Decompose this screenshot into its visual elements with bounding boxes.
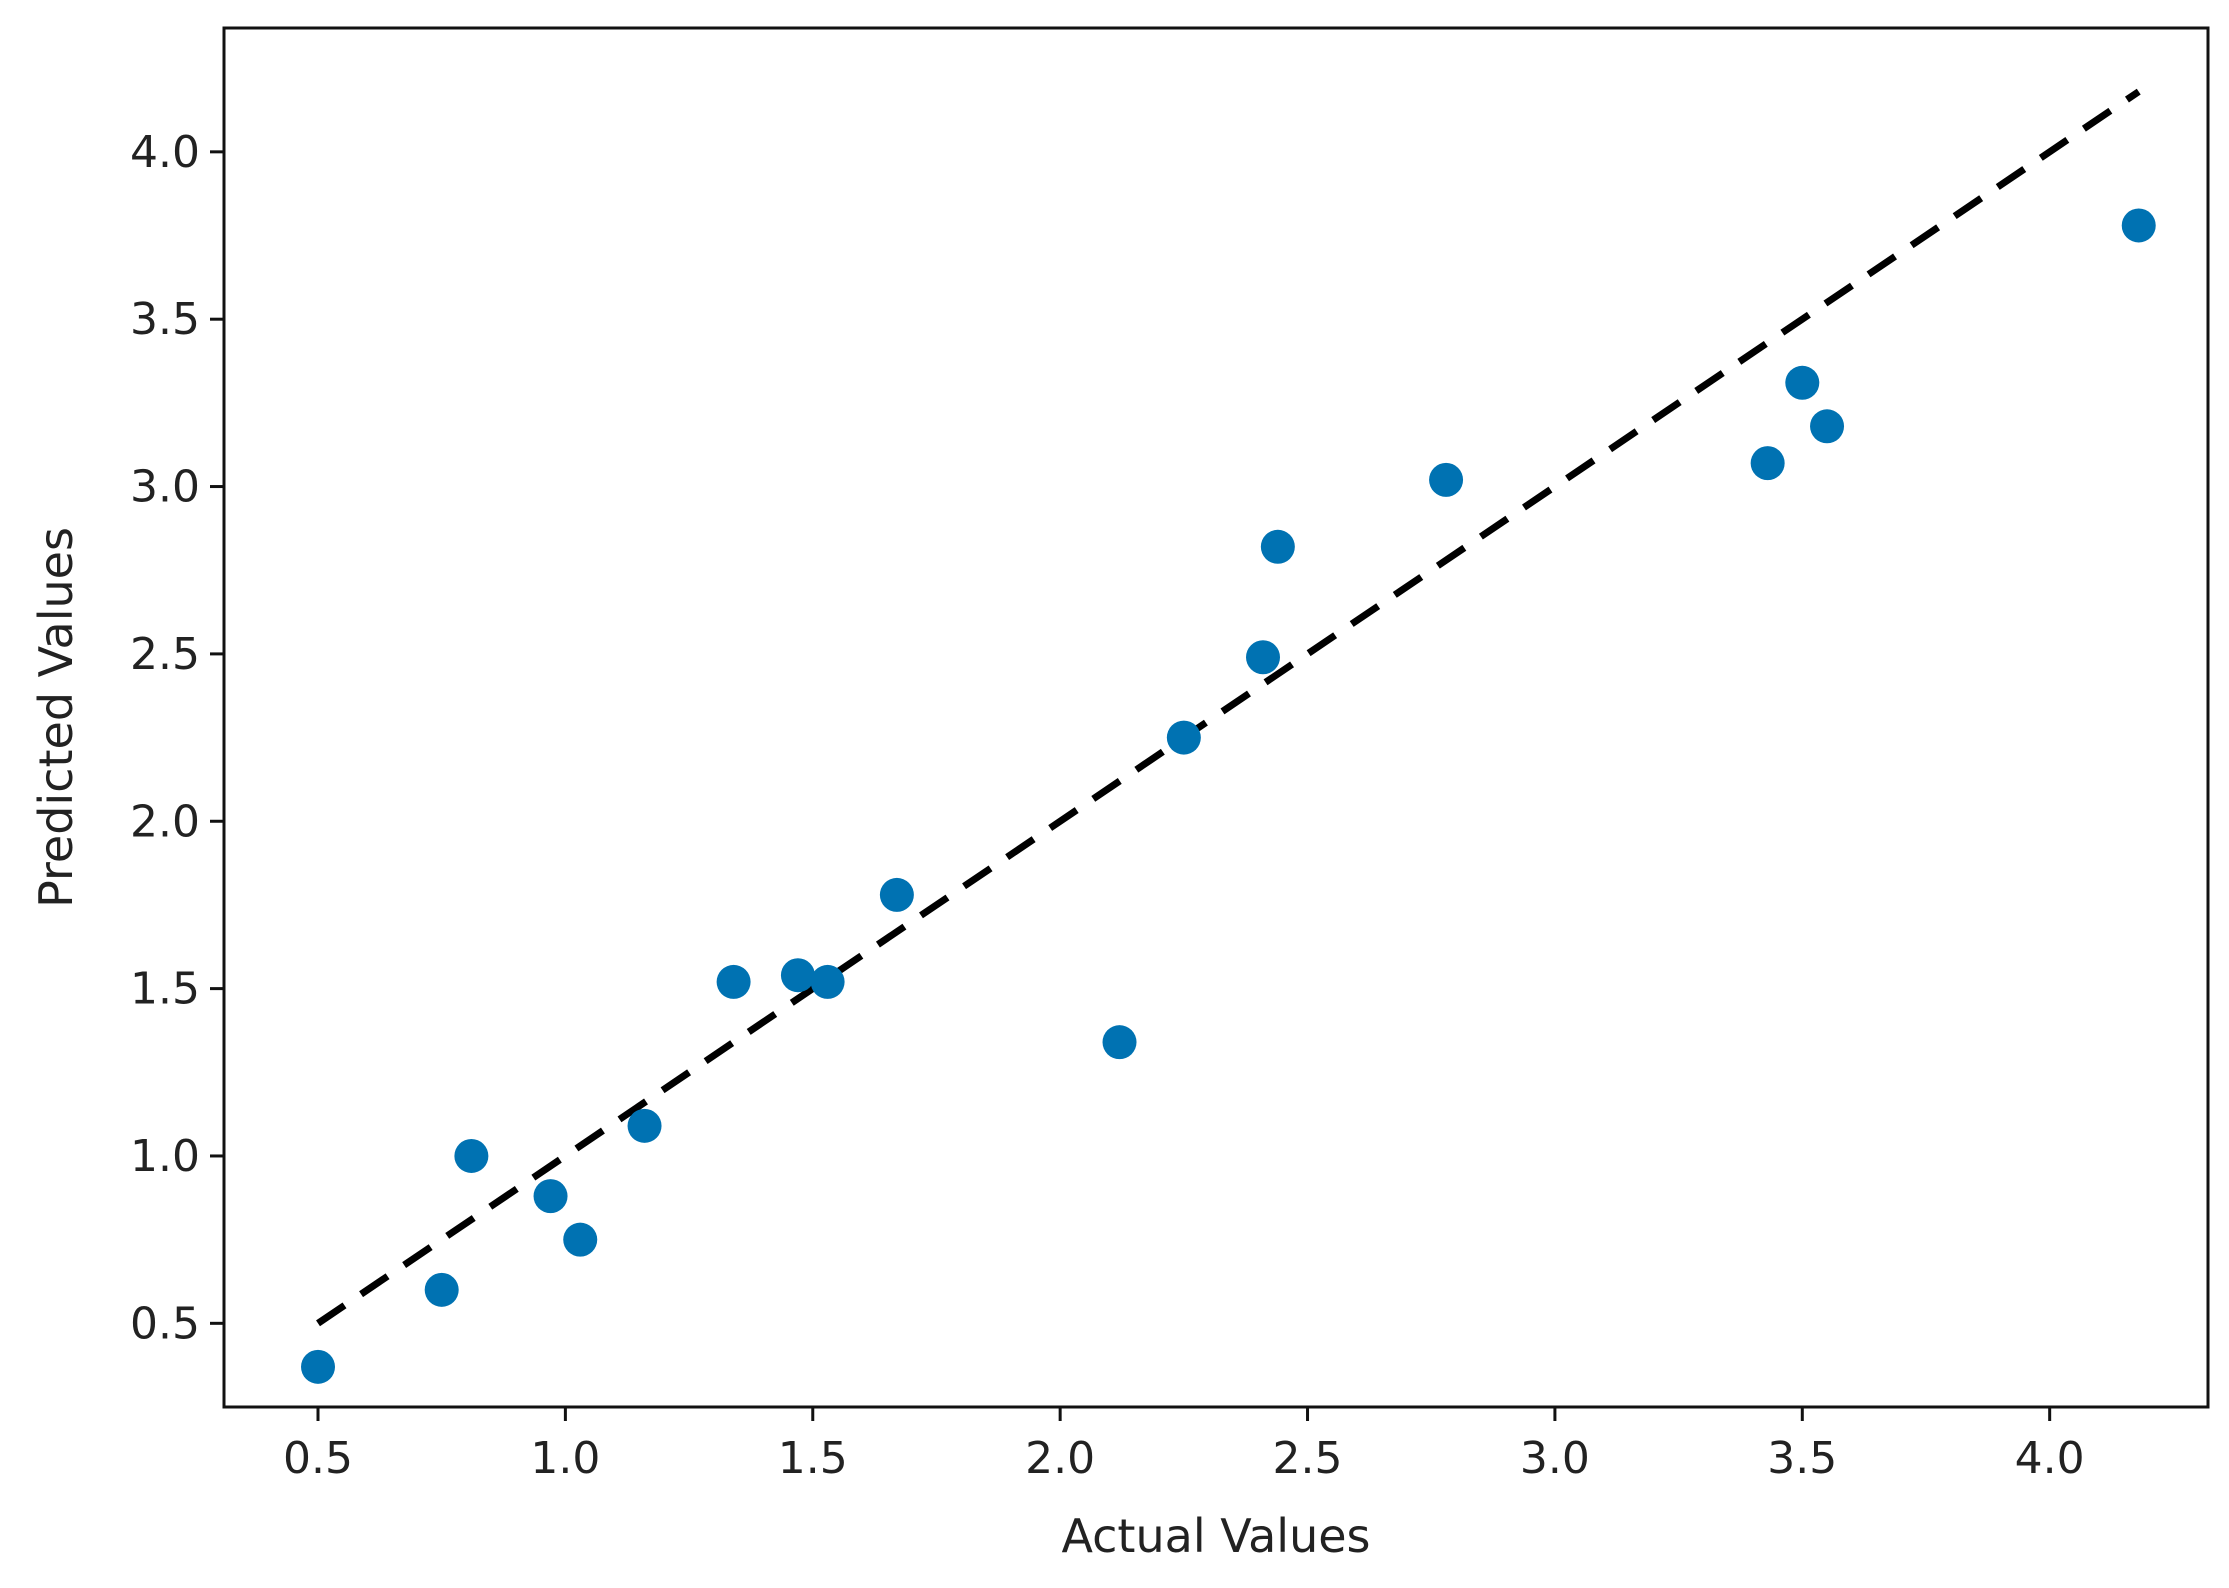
y-tick-label: 1.5 [130,964,200,1015]
y-tick-label: 0.5 [130,1298,200,1349]
scatter-point [780,958,815,993]
scatter-point [1785,365,1820,400]
scatter-point [533,1179,568,1214]
scatter-point [1750,446,1785,481]
scatter-point [879,877,914,912]
x-tick-label: 4.0 [2015,1433,2085,1484]
scatter-point [563,1222,598,1257]
x-tick-label: 3.0 [1520,1433,1590,1484]
x-tick-label: 2.5 [1273,1433,1343,1484]
scatter-point [1429,462,1464,497]
y-tick-label: 1.0 [130,1131,200,1182]
scatter-point [1102,1025,1137,1060]
y-tick-label: 3.0 [130,462,200,513]
y-tick-label: 2.0 [130,796,200,847]
x-tick-label: 1.5 [778,1433,848,1484]
scatter-point [301,1349,336,1384]
scatter-point [810,964,845,999]
x-axis-label: Actual Values [1061,1509,1370,1563]
data-points [301,208,2156,1384]
y-tick-label: 2.5 [130,629,200,680]
scatter-point [1246,640,1281,675]
y-tick-label: 3.5 [130,294,200,345]
scatter-point [2121,208,2156,243]
x-tick-label: 1.0 [530,1433,600,1484]
y-tick-label: 4.0 [130,127,200,178]
reference-line-group [316,88,2141,1327]
scatter-point [1810,409,1845,444]
plot-frame [222,26,2210,1409]
axis-ticks: 0.5 1.0 1.5 2.0 2.5 3.0 3.5 4.0 0.5 1.0 1.5 2.0 2.5 3… [130,127,2085,1484]
scatter-point [627,1108,662,1143]
x-tick-label: 2.0 [1025,1433,1095,1484]
scatter-point [716,964,751,999]
scatter-point [454,1138,489,1173]
scatter-point [1260,529,1295,564]
x-tick-label: 3.5 [1767,1433,1837,1484]
y-axis-label: Predicted Values [29,527,83,908]
x-tick-label: 0.5 [283,1433,353,1484]
reference-line [316,88,2141,1327]
scatter-point [424,1272,459,1307]
scatter-point [1166,720,1201,755]
